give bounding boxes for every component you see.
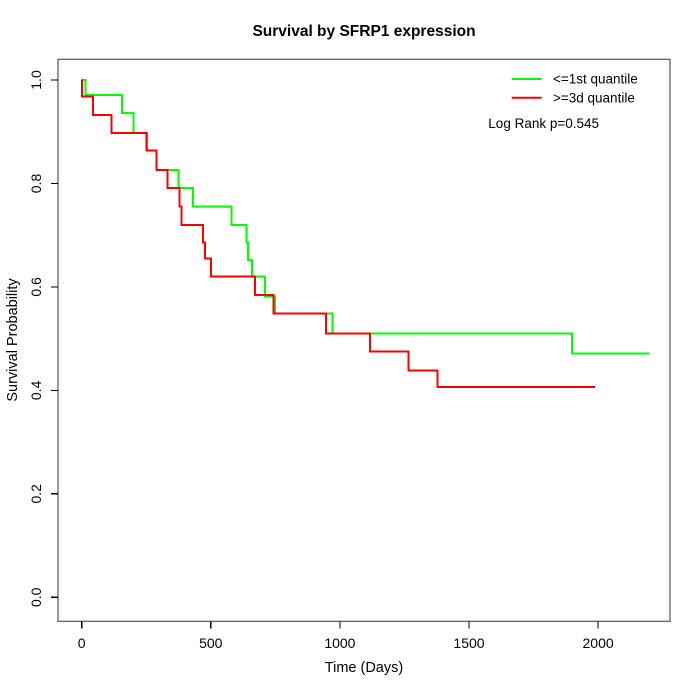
y-axis-title: Survival Probability — [5, 278, 21, 402]
x-axis-title: Time (Days) — [325, 660, 403, 676]
log-rank-note: Log Rank p=0.545 — [488, 116, 599, 131]
y-axis-ticks: 0.0 0.2 0.4 0.6 0.8 1.0 — [28, 70, 58, 607]
y-tick-label: 1.0 — [28, 70, 44, 90]
survival-curve-high-expression — [81, 79, 595, 388]
y-tick-label: 0.0 — [28, 587, 44, 607]
survival-curves — [81, 79, 650, 388]
x-tick-label: 1500 — [453, 635, 484, 651]
x-tick-label: 0 — [78, 635, 86, 651]
y-tick-label: 0.4 — [28, 380, 44, 400]
y-tick-label: 0.8 — [28, 174, 44, 194]
x-tick-label: 2000 — [583, 635, 614, 651]
legend-label-low-expression: <=1st quantile — [553, 72, 638, 87]
x-tick-label: 1000 — [324, 635, 355, 651]
x-tick-label: 500 — [199, 635, 223, 651]
chart-title: Survival by SFRP1 expression — [252, 23, 475, 40]
plot-border — [57, 58, 671, 622]
legend: <=1st quantile >=3d quantile Log Rank p=… — [488, 72, 638, 131]
x-axis-ticks: 0 500 1000 1500 2000 — [78, 621, 614, 651]
survival-curve-low-expression — [81, 79, 650, 355]
y-tick-label: 0.6 — [28, 277, 44, 297]
legend-label-high-expression: >=3d quantile — [553, 90, 635, 105]
y-tick-label: 0.2 — [28, 484, 44, 504]
